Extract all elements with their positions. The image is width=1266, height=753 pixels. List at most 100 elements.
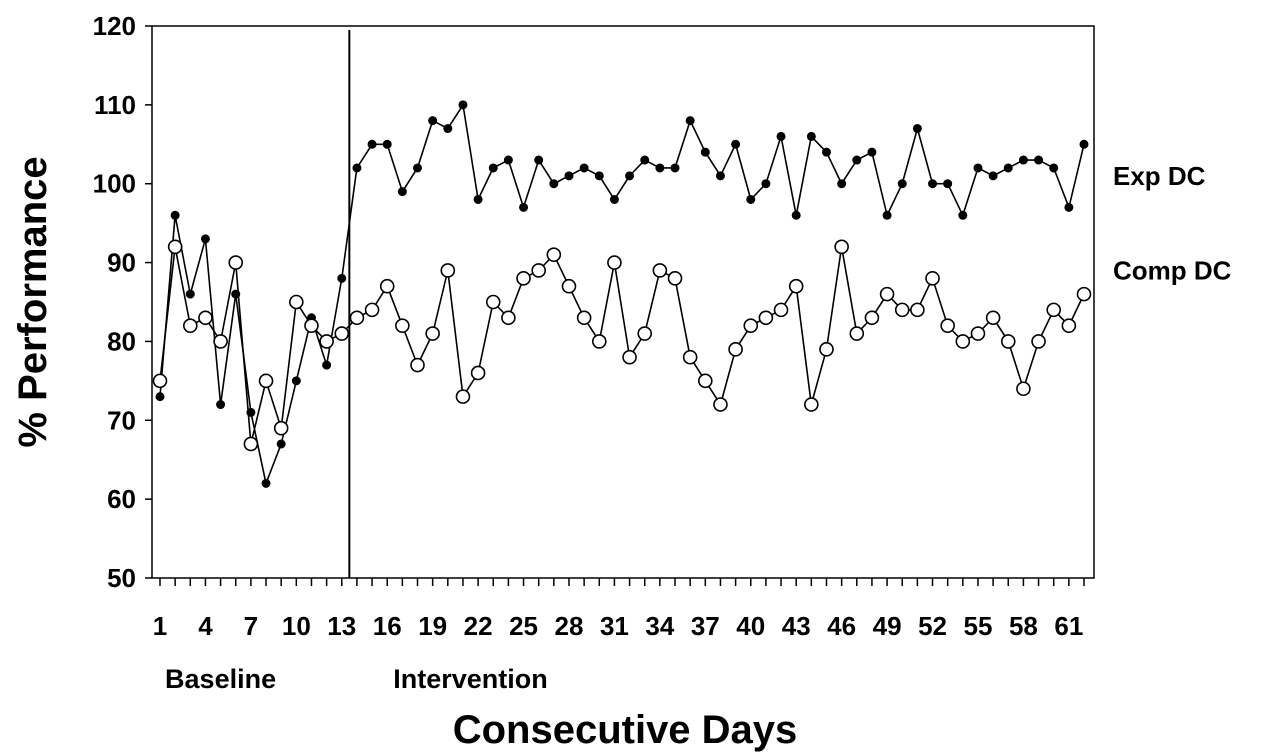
data-point xyxy=(534,155,544,165)
data-point xyxy=(1046,302,1062,318)
y-tick-label: 50 xyxy=(107,563,136,593)
data-point xyxy=(773,302,789,318)
data-point xyxy=(746,194,756,204)
plot-area xyxy=(151,25,1095,579)
data-point xyxy=(970,326,986,341)
data-point xyxy=(958,210,968,220)
data-point xyxy=(367,139,377,149)
x-tick-label: 31 xyxy=(600,611,629,641)
data-point xyxy=(1003,163,1013,173)
data-point xyxy=(352,163,362,173)
data-point xyxy=(200,234,210,244)
data-point xyxy=(743,318,759,333)
data-point xyxy=(849,326,865,341)
data-point xyxy=(170,210,180,220)
data-point xyxy=(228,255,244,270)
y-tick-label: 120 xyxy=(93,11,136,41)
data-point xyxy=(864,310,880,326)
data-point xyxy=(728,342,743,357)
data-point xyxy=(940,318,955,333)
data-point xyxy=(319,334,334,349)
data-point xyxy=(410,357,425,373)
data-point xyxy=(821,147,831,157)
data-point xyxy=(852,155,862,165)
x-tick-label: 10 xyxy=(282,611,311,641)
data-point xyxy=(819,342,834,357)
data-point xyxy=(882,210,892,220)
phase-label: Baseline xyxy=(165,664,276,694)
data-point xyxy=(698,373,713,389)
x-tick-label: 19 xyxy=(418,611,447,641)
y-axis-label: % Performance xyxy=(11,156,55,447)
x-tick-label: 28 xyxy=(555,611,584,641)
data-point xyxy=(879,286,895,302)
x-tick-label: 37 xyxy=(691,611,720,641)
data-point xyxy=(1076,286,1092,302)
y-tick-label: 90 xyxy=(107,248,136,278)
data-point xyxy=(382,139,392,149)
data-point xyxy=(276,439,286,449)
x-tick-label: 4 xyxy=(198,611,213,641)
data-point xyxy=(167,239,183,255)
data-point xyxy=(985,310,1001,326)
data-point xyxy=(564,171,574,181)
data-point xyxy=(428,116,438,126)
x-tick-label: 46 xyxy=(827,611,856,641)
data-point xyxy=(591,334,607,349)
x-axis-label: Consecutive Days xyxy=(453,708,798,752)
x-tick-label: 61 xyxy=(1054,611,1083,641)
data-point xyxy=(928,179,938,189)
data-point xyxy=(1064,202,1074,212)
x-tick-label: 1 xyxy=(153,611,167,641)
data-point xyxy=(213,334,228,349)
data-point xyxy=(637,326,653,341)
data-point xyxy=(761,179,771,189)
data-point xyxy=(561,278,577,294)
data-point xyxy=(700,147,710,157)
data-point xyxy=(349,310,365,326)
x-tick-label: 55 xyxy=(964,611,993,641)
data-point xyxy=(625,171,635,181)
data-point xyxy=(715,171,725,181)
data-point xyxy=(607,255,622,270)
data-point xyxy=(273,420,289,436)
data-point xyxy=(546,247,562,262)
data-point xyxy=(152,373,168,389)
data-point xyxy=(655,163,665,173)
data-point xyxy=(667,271,683,286)
data-point xyxy=(473,194,483,204)
data-point xyxy=(788,278,804,294)
x-tick-label: 52 xyxy=(918,611,947,641)
data-point xyxy=(806,131,816,141)
data-point xyxy=(713,397,728,412)
data-point xyxy=(1018,155,1028,165)
data-point xyxy=(622,349,637,365)
data-point xyxy=(988,171,998,181)
data-point xyxy=(216,400,226,410)
data-point xyxy=(322,360,332,370)
series-exp-dc xyxy=(155,100,1089,488)
data-point xyxy=(549,179,559,189)
data-point xyxy=(531,263,546,278)
data-point xyxy=(1000,334,1016,349)
data-point xyxy=(594,171,604,181)
data-point xyxy=(897,179,907,189)
data-point xyxy=(1034,155,1044,165)
data-point xyxy=(609,194,619,204)
data-point xyxy=(640,155,650,165)
data-point xyxy=(837,179,847,189)
data-point xyxy=(334,326,350,341)
series-label: Exp DC xyxy=(1113,161,1206,191)
data-point xyxy=(1016,381,1031,397)
data-point xyxy=(682,349,698,365)
data-point xyxy=(758,310,774,326)
x-tick-label: 34 xyxy=(645,611,674,641)
data-point xyxy=(440,263,456,278)
data-point xyxy=(791,210,801,220)
x-tick-label: 43 xyxy=(782,611,811,641)
y-tick-label: 110 xyxy=(94,90,136,120)
x-tick-label: 7 xyxy=(244,611,258,641)
data-point xyxy=(304,318,319,333)
data-point xyxy=(652,263,668,278)
